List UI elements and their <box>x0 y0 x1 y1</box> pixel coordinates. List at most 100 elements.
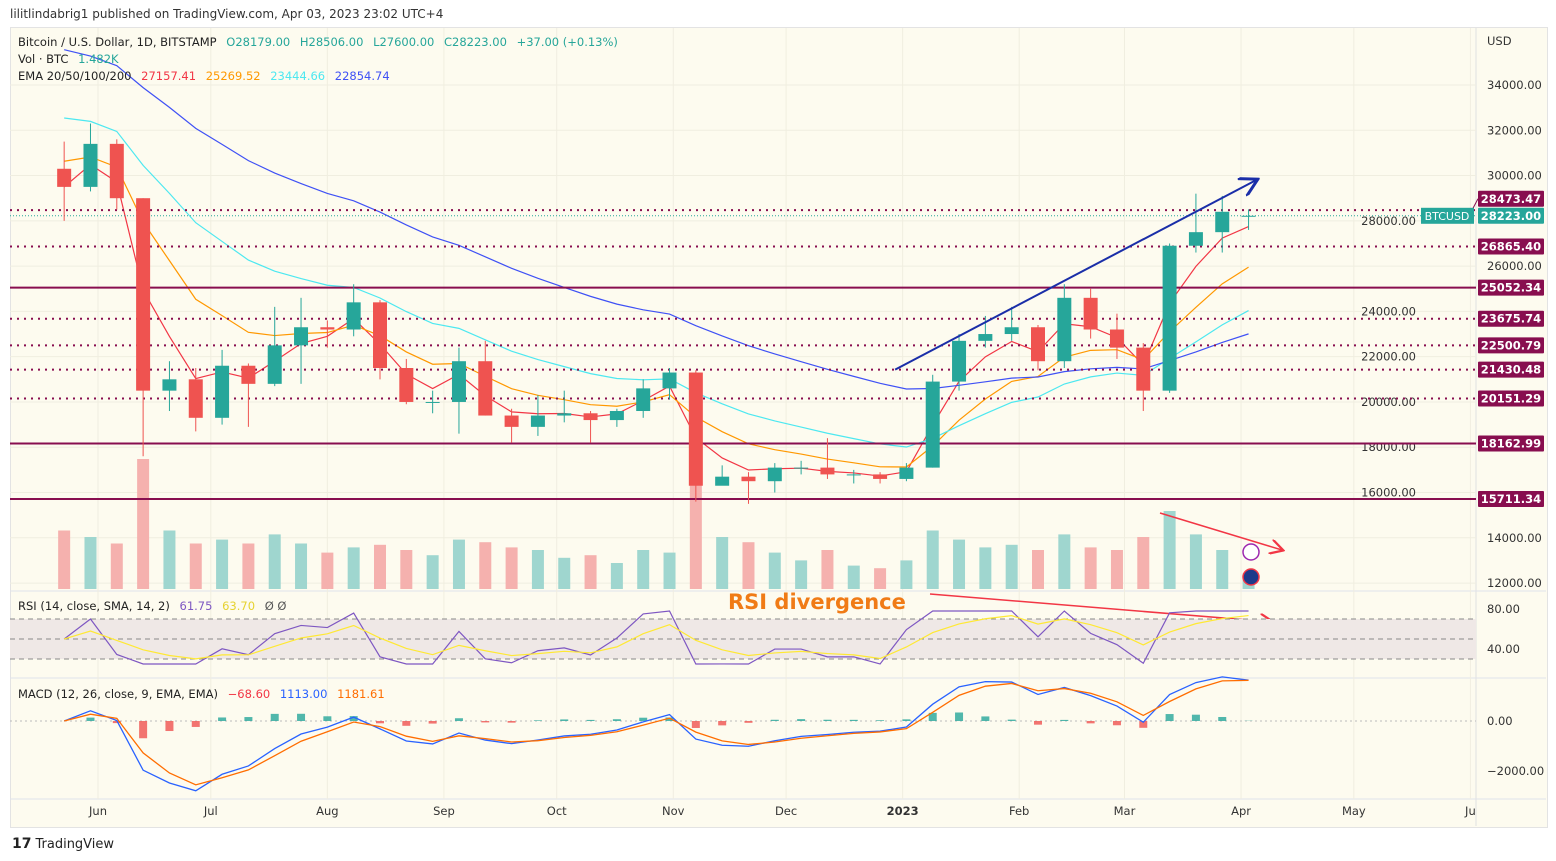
candle-body <box>794 467 809 469</box>
volume-bar <box>716 537 729 589</box>
volume-bar <box>163 530 176 589</box>
macd-histogram-bar <box>297 713 306 721</box>
volume-bar <box>689 465 702 589</box>
tradingview-footer[interactable]: 17 TradingView <box>12 836 114 852</box>
rsi-value: 61.75 <box>179 599 213 613</box>
macd-histogram-bar <box>1034 721 1042 725</box>
volume-legend: Vol · BTC 1.482K <box>18 52 125 66</box>
macd-histogram-bar <box>270 713 279 721</box>
level-price-tag <box>1478 491 1544 508</box>
candle-body <box>136 198 151 391</box>
candle-body <box>215 365 230 418</box>
candle-body <box>530 415 545 427</box>
chart-frame[interactable] <box>10 27 1548 828</box>
candle-body <box>688 372 703 486</box>
volume-bar <box>1189 534 1202 589</box>
symbol-tag-text: BTCUSD <box>1425 210 1470 223</box>
candle-body <box>109 143 124 199</box>
volume-bar <box>874 568 887 589</box>
macd-histogram-bar <box>744 721 753 723</box>
level-price-text: 21430.48 <box>1481 363 1541 377</box>
candle-body <box>162 379 177 391</box>
rsi-divergence-annotation[interactable]: RSI divergence <box>728 590 906 614</box>
volume-bar <box>347 547 360 589</box>
macd-histogram-bar <box>770 719 779 721</box>
macd-histogram-bar <box>560 719 569 721</box>
volume-bar <box>558 557 571 589</box>
candle-body <box>320 327 335 330</box>
level-price-text: 26865.40 <box>1481 240 1541 254</box>
candle-body <box>741 476 756 482</box>
candle-body <box>846 474 861 476</box>
candle-body <box>346 302 361 330</box>
symbol-title[interactable]: Bitcoin / U.S. Dollar, 1D, BITSTAMP <box>18 35 217 49</box>
macd-histogram-bar <box>402 721 411 726</box>
volume-label[interactable]: Vol · BTC <box>18 52 69 66</box>
macd-label[interactable]: MACD (12, 26, close, 9, EMA, EMA) <box>18 687 218 701</box>
macd-histogram-bar <box>902 719 911 721</box>
level-price-text: 28473.47 <box>1481 192 1541 206</box>
macd-histogram-bar <box>823 719 832 721</box>
price-axis-label: 12000.00 <box>1487 576 1542 590</box>
volume-bar <box>189 543 202 589</box>
macd-histogram-bar <box>928 712 937 721</box>
time-axis-label: Oct <box>547 804 567 818</box>
volume-bar <box>426 555 439 589</box>
ema200-value: 22854.74 <box>334 69 390 83</box>
volume-bar <box>84 537 97 589</box>
volume-bar <box>110 543 123 589</box>
macd-histogram-bar <box>376 721 384 724</box>
current-price-text: 28223.00 <box>1481 209 1541 223</box>
level-price-tag <box>1478 279 1544 296</box>
macd-histogram-bar <box>481 721 490 723</box>
open-value: O28179.00 <box>226 35 291 49</box>
volume-value: 1.482K <box>78 52 119 66</box>
volume-bar <box>374 544 386 589</box>
volume-bar <box>295 543 308 589</box>
candle-body <box>478 361 493 416</box>
time-axis-label: 2023 <box>887 804 919 818</box>
level-price-text: 20151.29 <box>1481 392 1541 406</box>
rsi-label[interactable]: RSI (14, close, SMA, 14, 2) <box>18 599 170 613</box>
volume-bar <box>637 550 650 589</box>
macd-histogram-bar <box>1191 714 1200 721</box>
time-axis-label: Ju <box>1464 804 1476 818</box>
candle-body <box>399 368 414 402</box>
macd-legend: MACD (12, 26, close, 9, EMA, EMA) −68.60… <box>18 687 391 701</box>
candle-body <box>267 345 282 384</box>
volume-bar <box>610 563 623 589</box>
macd-axis-label: −2000.00 <box>1487 764 1544 778</box>
volume-bar <box>584 555 597 589</box>
rsi-divergence-arrow <box>929 593 1272 622</box>
macd-histogram-bar <box>428 721 437 724</box>
price-axis-label: 16000.00 <box>1361 486 1416 500</box>
current-price-tag <box>1478 207 1544 224</box>
us-economic-event-icon <box>1242 568 1260 586</box>
price-axis-label: 22000.00 <box>1361 350 1416 364</box>
volume-bar <box>137 459 150 589</box>
time-axis-label: Dec <box>775 804 797 818</box>
candle-body <box>241 365 256 384</box>
candle-body <box>1215 211 1230 233</box>
time-axis-label: Jul <box>203 804 218 818</box>
price-axis-label: 26000.00 <box>1487 259 1542 273</box>
volume-bar <box>900 560 913 589</box>
time-axis-label: May <box>1342 804 1366 818</box>
candle-body <box>451 361 466 402</box>
candle-body <box>662 372 677 389</box>
candle-body <box>425 401 440 403</box>
macd-histogram-bar <box>454 718 463 721</box>
price-axis-label: 30000.00 <box>1487 169 1542 183</box>
tradingview-logo-text: TradingView <box>35 836 115 852</box>
candle-body <box>83 143 98 187</box>
level-price-tag <box>1478 361 1544 378</box>
rsi-sma-line <box>63 614 1249 660</box>
macd-axis-label: 0.00 <box>1487 714 1513 728</box>
volume-bar <box>242 543 255 589</box>
ema-label[interactable]: EMA 20/50/100/200 <box>18 69 132 83</box>
macd-histogram-bar <box>718 721 727 726</box>
time-axis-label: Feb <box>1009 804 1029 818</box>
price-axis-label: 18000.00 <box>1361 440 1416 454</box>
volume-divergence-arrow <box>1159 512 1282 550</box>
